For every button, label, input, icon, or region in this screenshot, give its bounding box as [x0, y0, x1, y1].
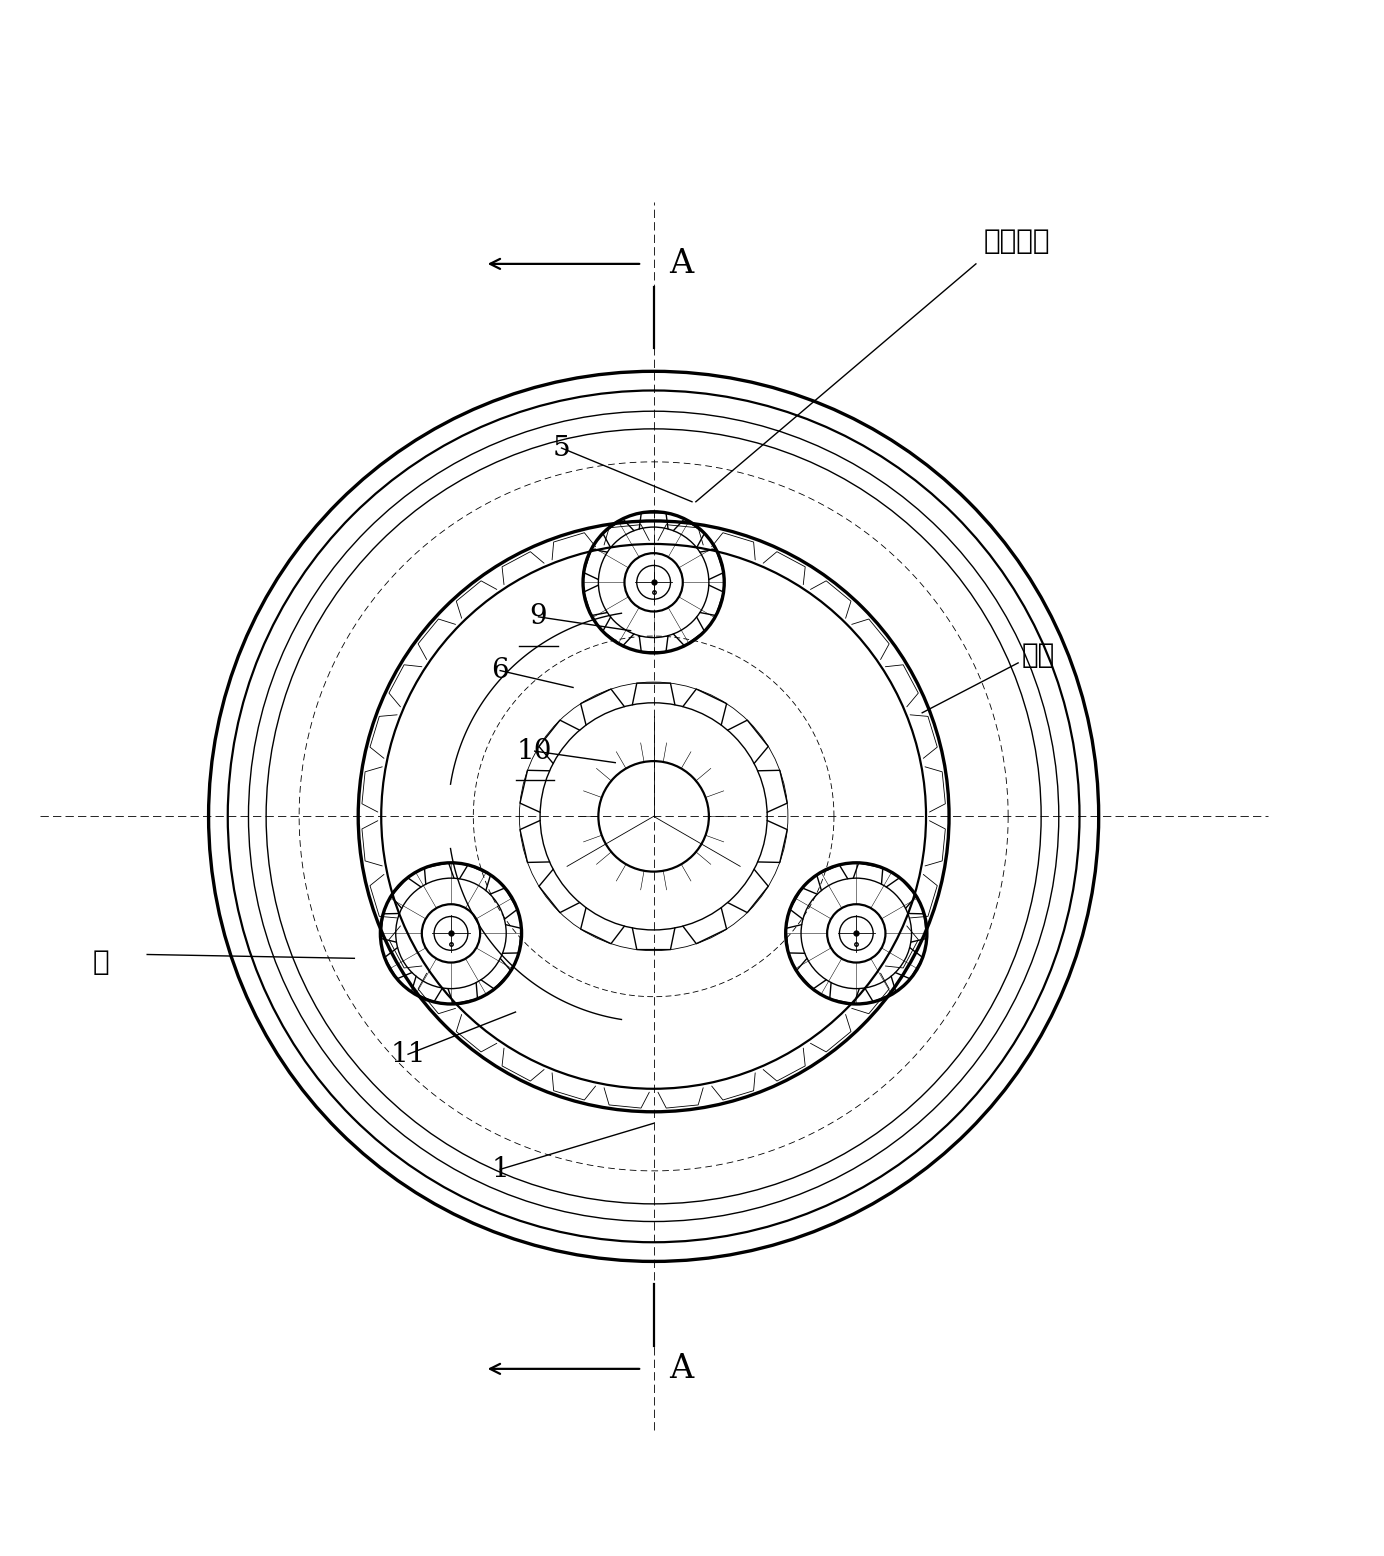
Text: 5: 5	[552, 434, 570, 462]
Text: 6: 6	[491, 657, 509, 685]
Text: 11: 11	[390, 1041, 426, 1067]
Text: 1: 1	[491, 1156, 509, 1183]
Text: A: A	[668, 1352, 693, 1385]
Text: 拔轴螺孔: 拔轴螺孔	[984, 227, 1050, 255]
Text: 10: 10	[518, 738, 552, 764]
Text: 刻线: 刻线	[1021, 641, 1055, 669]
Text: 槽: 槽	[93, 948, 109, 976]
Text: 9: 9	[530, 604, 547, 630]
Text: A: A	[668, 247, 693, 280]
